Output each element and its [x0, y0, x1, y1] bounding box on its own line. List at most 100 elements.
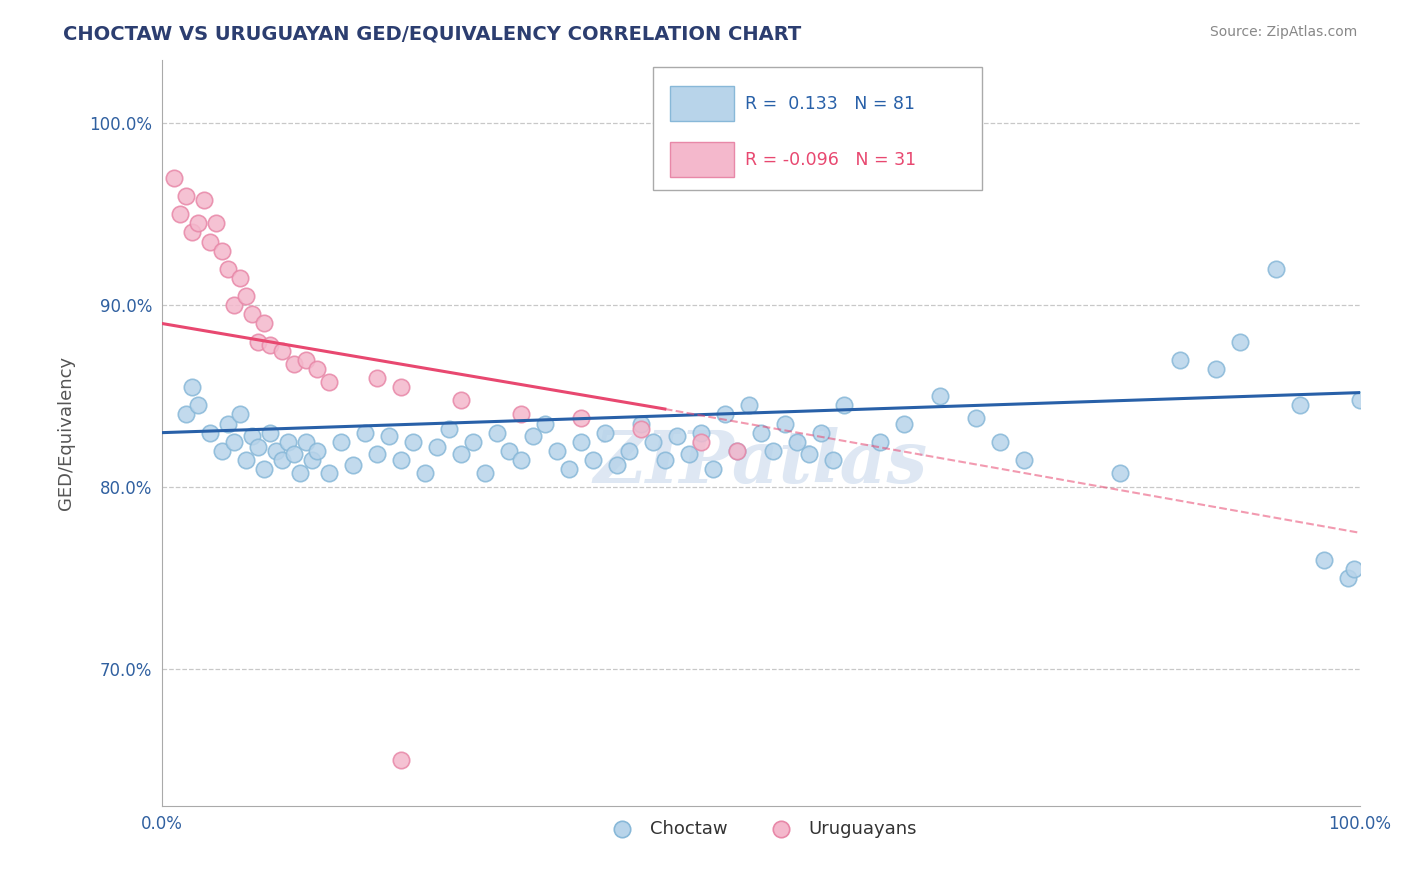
Point: [193, 193, 215, 207]
Point: [228, 271, 250, 285]
Text: R = -0.096   N = 31: R = -0.096 N = 31: [745, 151, 917, 169]
Point: [522, 429, 544, 443]
Y-axis label: GED/Equivalency: GED/Equivalency: [58, 356, 75, 509]
Point: [773, 417, 796, 431]
Point: [1336, 571, 1358, 585]
Point: [294, 434, 316, 449]
Point: [1312, 553, 1334, 567]
Point: [569, 411, 592, 425]
Point: [330, 434, 353, 449]
Point: [198, 235, 221, 249]
Point: [439, 422, 461, 436]
Point: [617, 443, 640, 458]
FancyBboxPatch shape: [669, 143, 734, 177]
Point: [463, 434, 485, 449]
Point: [630, 417, 652, 431]
Point: [318, 466, 340, 480]
Point: [180, 226, 202, 240]
Point: [834, 398, 856, 412]
Point: [762, 443, 785, 458]
Point: [235, 289, 257, 303]
Point: [689, 425, 711, 440]
Point: [288, 466, 311, 480]
Point: [246, 440, 269, 454]
Legend: Choctaw, Uruguayans: Choctaw, Uruguayans: [598, 813, 924, 846]
Point: [1012, 453, 1035, 467]
Point: [342, 458, 364, 473]
Point: [204, 216, 226, 230]
Point: [630, 422, 652, 436]
Point: [211, 244, 233, 258]
Point: [1168, 352, 1191, 367]
Point: [821, 453, 844, 467]
Point: [1264, 261, 1286, 276]
Text: CHOCTAW VS URUGUAYAN GED/EQUIVALENCY CORRELATION CHART: CHOCTAW VS URUGUAYAN GED/EQUIVALENCY COR…: [63, 25, 801, 44]
Point: [318, 375, 340, 389]
Point: [211, 443, 233, 458]
Point: [366, 448, 388, 462]
Point: [582, 453, 605, 467]
Point: [737, 398, 759, 412]
Point: [641, 434, 664, 449]
Point: [307, 362, 329, 376]
Point: [558, 462, 581, 476]
Point: [246, 334, 269, 349]
Point: [378, 429, 401, 443]
Point: [725, 443, 748, 458]
Point: [259, 338, 281, 352]
Point: [1205, 362, 1227, 376]
Point: [270, 343, 292, 358]
Point: [678, 448, 700, 462]
Text: Source: ZipAtlas.com: Source: ZipAtlas.com: [1209, 25, 1357, 39]
Point: [450, 448, 472, 462]
Point: [654, 453, 676, 467]
Point: [1109, 466, 1132, 480]
Point: [665, 429, 688, 443]
Point: [283, 448, 305, 462]
Point: [569, 434, 592, 449]
Point: [240, 307, 263, 321]
Point: [426, 440, 449, 454]
Point: [713, 408, 735, 422]
Point: [270, 453, 292, 467]
Point: [929, 389, 952, 403]
Point: [510, 453, 533, 467]
Point: [217, 417, 239, 431]
Point: [725, 443, 748, 458]
Point: [988, 434, 1011, 449]
Point: [222, 298, 245, 312]
Point: [810, 425, 832, 440]
Point: [486, 425, 509, 440]
Point: [252, 462, 274, 476]
Point: [169, 207, 191, 221]
Point: [366, 371, 388, 385]
Point: [546, 443, 568, 458]
Point: [228, 408, 250, 422]
Point: [283, 357, 305, 371]
Point: [222, 434, 245, 449]
Point: [354, 425, 377, 440]
Point: [965, 411, 987, 425]
Point: [294, 352, 316, 367]
Point: [893, 417, 915, 431]
Point: [1288, 398, 1310, 412]
Point: [606, 458, 628, 473]
Point: [264, 443, 287, 458]
Point: [474, 466, 496, 480]
Point: [498, 443, 520, 458]
Point: [174, 408, 197, 422]
Point: [301, 453, 323, 467]
Point: [163, 170, 186, 185]
Point: [1229, 334, 1251, 349]
Point: [593, 425, 616, 440]
Point: [510, 408, 533, 422]
Point: [259, 425, 281, 440]
Point: [869, 434, 891, 449]
Point: [307, 443, 329, 458]
Point: [689, 434, 711, 449]
Point: [534, 417, 557, 431]
Point: [450, 392, 472, 407]
Point: [389, 753, 412, 767]
Point: [217, 261, 239, 276]
FancyBboxPatch shape: [669, 87, 734, 120]
